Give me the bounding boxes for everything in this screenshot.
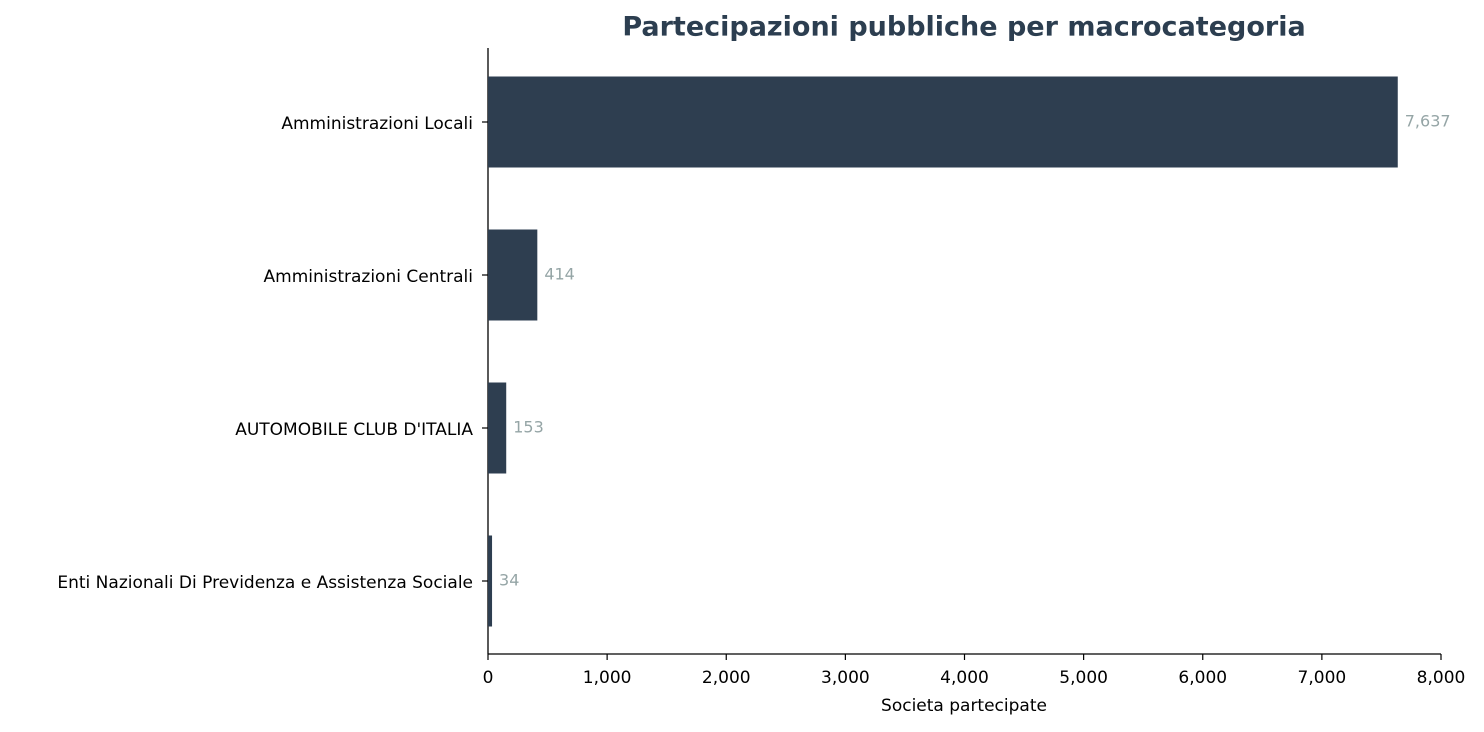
x-tick-label: 1,000 — [583, 668, 632, 688]
y-tick-label: Enti Nazionali Di Previdenza e Assistenz… — [57, 573, 473, 593]
value-label: 414 — [544, 265, 575, 284]
x-axis-label: Societa partecipate — [881, 696, 1047, 716]
x-tick-label: 5,000 — [1059, 668, 1108, 688]
value-label: 7,637 — [1405, 112, 1451, 131]
bar — [488, 229, 538, 321]
chart-title: Partecipazioni pubbliche per macrocatego… — [622, 12, 1305, 43]
x-tick-label: 8,000 — [1417, 668, 1466, 688]
value-label: 34 — [499, 571, 519, 590]
value-label: 153 — [513, 418, 544, 437]
bar — [488, 382, 507, 474]
y-tick-label: AUTOMOBILE CLUB D'ITALIA — [235, 420, 473, 440]
y-tick-label: Amministrazioni Centrali — [264, 267, 473, 287]
x-tick-label: 6,000 — [1178, 668, 1227, 688]
bar — [488, 535, 493, 627]
x-tick-label: 7,000 — [1298, 668, 1347, 688]
x-tick-label: 4,000 — [940, 668, 989, 688]
x-tick-label: 0 — [483, 668, 494, 688]
y-tick-label: Amministrazioni Locali — [281, 114, 473, 134]
x-tick-label: 3,000 — [821, 668, 870, 688]
bar — [488, 76, 1398, 168]
x-tick-label: 2,000 — [702, 668, 751, 688]
